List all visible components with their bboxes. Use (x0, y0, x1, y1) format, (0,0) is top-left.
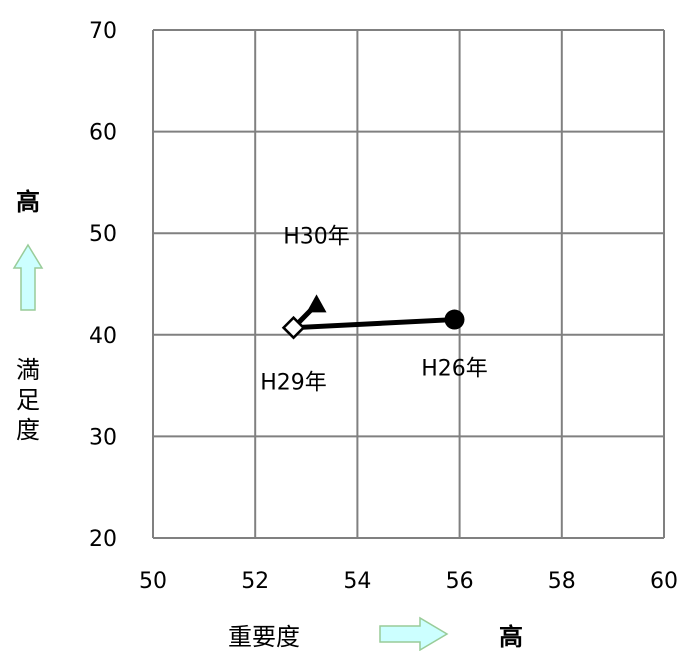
grid-lines (152, 29, 665, 539)
point-label: H29年 (260, 371, 327, 396)
point-labels: H26年 H29年 H30年 (260, 224, 488, 395)
x-tick-label: 50 (139, 569, 167, 594)
x-tick-labels: 50 52 54 56 58 60 (139, 569, 678, 594)
y-tick-label: 40 (89, 324, 117, 349)
y-tick-label: 20 (89, 527, 117, 552)
point-marker-triangle (306, 294, 327, 313)
y-tick-label: 30 (89, 425, 117, 450)
y-tick-label: 70 (89, 19, 117, 44)
x-tick-label: 56 (446, 569, 474, 594)
series-layer (281, 294, 465, 340)
x-axis-label: 重要度 (228, 623, 300, 651)
x-tick-label: 58 (548, 569, 576, 594)
point-marker-diamond (281, 315, 306, 340)
x-tick-label: 60 (650, 569, 678, 594)
y-axis-label: 満足度 (16, 356, 40, 444)
right-arrow-icon (379, 616, 449, 651)
y-high-label: 高 (16, 188, 40, 216)
y-tick-label: 60 (89, 121, 117, 146)
y-tick-labels: 20 30 40 50 60 70 (89, 19, 117, 552)
y-tick-label: 50 (89, 222, 117, 247)
x-tick-label: 54 (343, 569, 371, 594)
up-arrow-icon (12, 243, 44, 311)
point-label: H26年 (421, 357, 488, 382)
point-marker-circle (444, 309, 465, 330)
x-high-label: 高 (499, 623, 523, 651)
point-label: H30年 (283, 224, 350, 249)
x-tick-label: 52 (241, 569, 269, 594)
